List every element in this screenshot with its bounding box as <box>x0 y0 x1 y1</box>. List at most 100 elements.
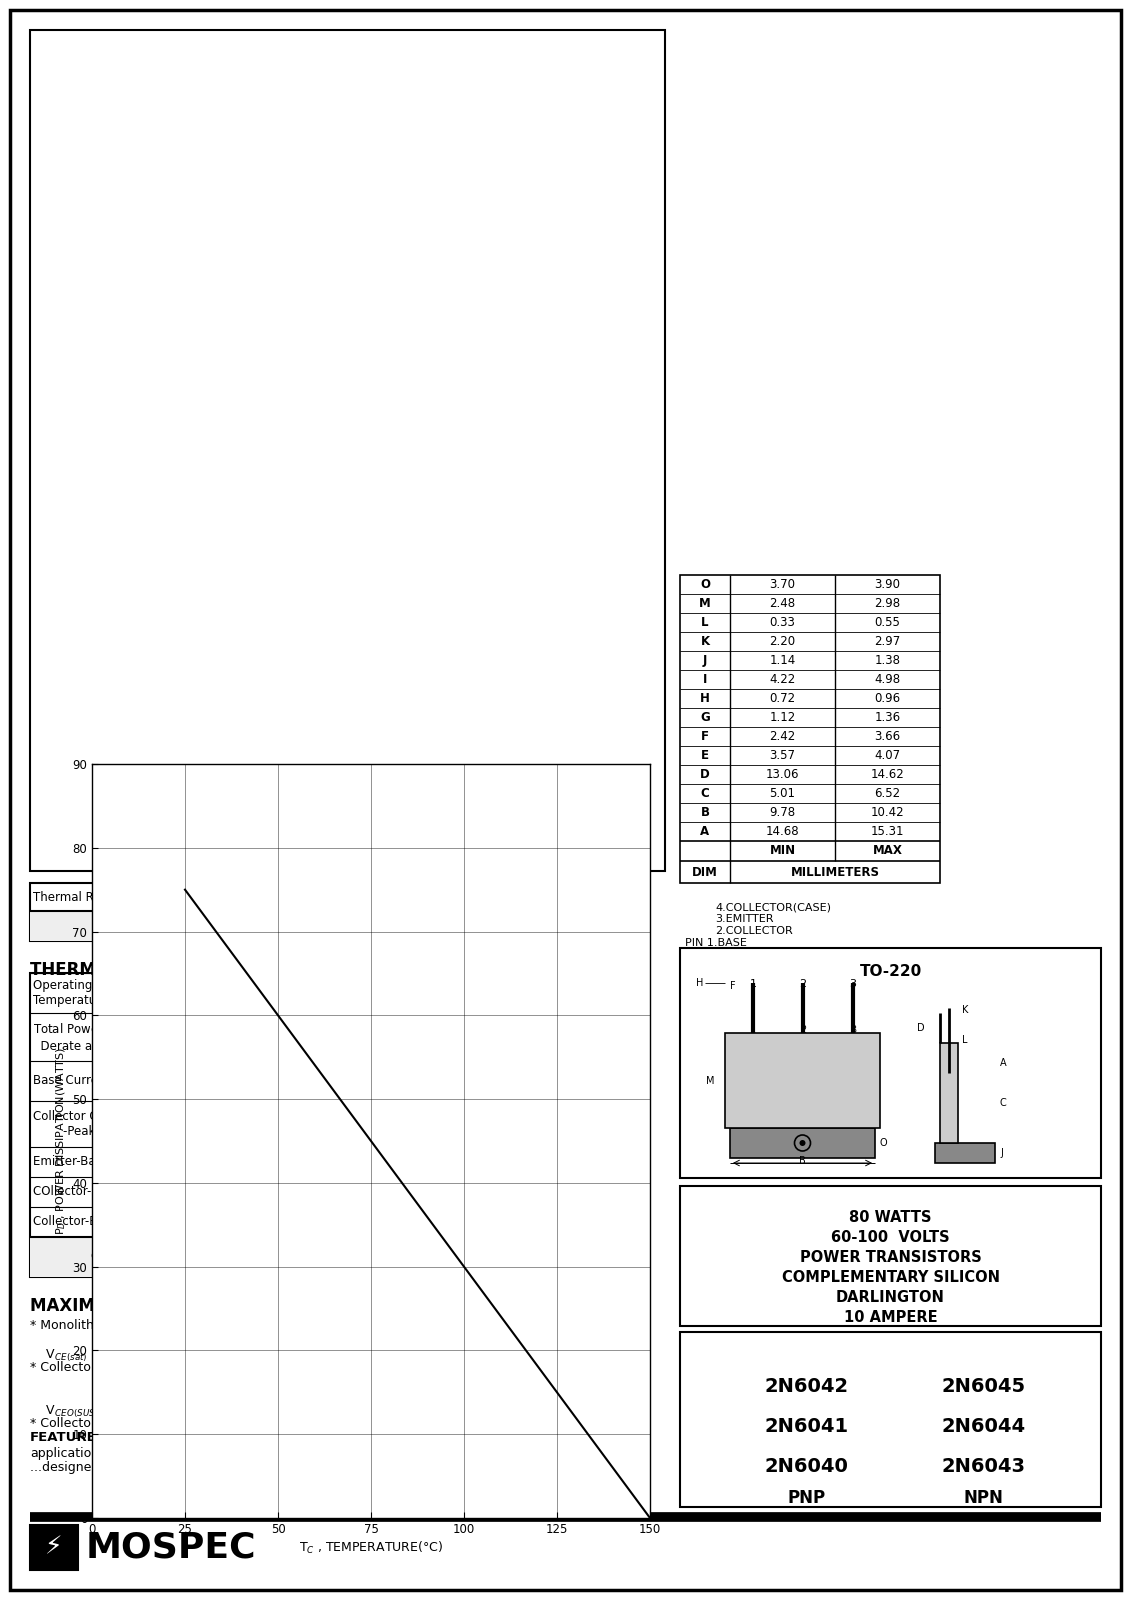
Text: 1: 1 <box>750 1026 756 1035</box>
Text: °C: °C <box>601 987 616 1000</box>
Text: V$_{CEO(SUS)}$ = 60 V (Min) - 2N6040 , 2N6043: V$_{CEO(SUS)}$ = 60 V (Min) - 2N6040 , 2… <box>31 1403 304 1421</box>
Text: 3.70: 3.70 <box>769 578 795 590</box>
Text: O: O <box>700 578 710 590</box>
Text: J: J <box>1000 1149 1003 1158</box>
Text: 2N6043: 2N6043 <box>941 1458 1025 1475</box>
Text: 9.78: 9.78 <box>769 806 795 819</box>
Text: 2N6041
2N6044: 2N6041 2N6044 <box>428 1243 481 1270</box>
Text: I$_{B}$: I$_{B}$ <box>284 1074 295 1088</box>
Text: SILICON POWER TRANSISTORS: SILICON POWER TRANSISTORS <box>170 1485 480 1502</box>
Text: V: V <box>604 1216 613 1229</box>
Text: V$_{CEO}$: V$_{CEO}$ <box>275 1214 304 1229</box>
Text: L: L <box>701 616 709 629</box>
Text: 10 AMPERE: 10 AMPERE <box>844 1310 938 1325</box>
Text: 6.52: 6.52 <box>874 787 900 800</box>
Text: K: K <box>961 1005 968 1014</box>
Text: F: F <box>701 730 709 742</box>
Text: 4.07: 4.07 <box>874 749 900 762</box>
Text: DIM: DIM <box>692 866 718 878</box>
Text: 5.0: 5.0 <box>444 1155 464 1168</box>
Text: 80: 80 <box>446 1216 461 1229</box>
Text: = 100 V (Min) - 2N6042 , 2N6045: = 100 V (Min) - 2N6042 , 2N6045 <box>31 1374 303 1387</box>
Text: - 65 to +150: - 65 to +150 <box>414 987 494 1000</box>
Text: K: K <box>700 635 709 648</box>
Y-axis label: P$_D$ , POWER DISSIPATION(WATTS): P$_D$ , POWER DISSIPATION(WATTS) <box>54 1046 68 1235</box>
Text: 1.14: 1.14 <box>769 654 795 667</box>
Text: 0.55: 0.55 <box>874 616 900 629</box>
Text: 2N6045: 2N6045 <box>941 1378 1025 1395</box>
Text: G: G <box>700 710 710 723</box>
Text: Unit: Unit <box>584 920 612 933</box>
Bar <box>31 973 640 1277</box>
Text: V: V <box>604 1186 613 1198</box>
Text: W
W/°C: W W/°C <box>593 1022 624 1051</box>
Text: Characteristic: Characteristic <box>121 920 219 933</box>
Text: V$_{EBO}$: V$_{EBO}$ <box>275 1155 304 1170</box>
Text: 100: 100 <box>524 1186 547 1198</box>
Text: 2N6041: 2N6041 <box>765 1418 848 1437</box>
Text: T$_{J}$,T$_{STG}$: T$_{J}$,T$_{STG}$ <box>269 984 310 1002</box>
Text: 2.97: 2.97 <box>874 635 900 648</box>
Bar <box>31 910 640 941</box>
Text: 2N6042: 2N6042 <box>765 1378 848 1395</box>
Text: 3.66: 3.66 <box>874 730 900 742</box>
Text: B: B <box>700 806 709 819</box>
Text: D: D <box>700 768 710 781</box>
Text: 3: 3 <box>849 1026 856 1035</box>
Text: E: E <box>701 749 709 762</box>
Text: Symbol: Symbol <box>264 1251 316 1264</box>
Text: PIN 1.BASE: PIN 1.BASE <box>685 938 746 947</box>
Text: 1: 1 <box>750 979 757 989</box>
Text: Base Current: Base Current <box>33 1075 110 1088</box>
Text: DARLINGTON: DARLINGTON <box>836 1290 944 1306</box>
Text: 4.22: 4.22 <box>769 674 795 686</box>
Text: 8.0
16: 8.0 16 <box>444 1110 464 1138</box>
Text: 1.12: 1.12 <box>769 710 795 723</box>
Text: Rθjc: Rθjc <box>342 891 369 904</box>
Text: MAXIMUM RATINGS: MAXIMUM RATINGS <box>31 1298 213 1315</box>
Bar <box>725 1034 880 1128</box>
Text: A: A <box>700 826 709 838</box>
Text: H: H <box>700 691 710 706</box>
Text: D: D <box>917 1022 925 1034</box>
Text: V$_{CBO}$: V$_{CBO}$ <box>275 1184 304 1200</box>
Text: Unit: Unit <box>594 1251 623 1264</box>
Text: = 2.0 V (Max.) @ I$_{C}$ = 4.0 A -2N6042, 2N6045: = 2.0 V (Max.) @ I$_{C}$ = 4.0 A -2N6042… <box>31 1333 381 1349</box>
Text: P$_{D}$: P$_{D}$ <box>282 1029 297 1045</box>
Text: 15.31: 15.31 <box>871 826 905 838</box>
Text: * Monolithic Construction with Built-in Base-Emitter Shunt Resistor: * Monolithic Construction with Built-in … <box>31 1318 447 1331</box>
Bar <box>31 1237 640 1277</box>
Text: F: F <box>729 981 735 990</box>
Text: mA: mA <box>598 1075 619 1088</box>
Text: L: L <box>962 1035 968 1045</box>
Text: 1.36: 1.36 <box>874 710 900 723</box>
Text: H: H <box>696 978 703 987</box>
Text: 3.57: 3.57 <box>769 749 795 762</box>
Text: Thermal Resistance Junction to Case: Thermal Resistance Junction to Case <box>33 891 249 904</box>
Text: 0.33: 0.33 <box>769 616 795 629</box>
Text: 60: 60 <box>364 1216 380 1229</box>
Text: * Collector-Emitter Saturation Voltage: * Collector-Emitter Saturation Voltage <box>31 1362 266 1374</box>
Text: 0.96: 0.96 <box>874 691 900 706</box>
Bar <box>729 1128 875 1158</box>
Text: Emitter-Base Voltage: Emitter-Base Voltage <box>33 1155 157 1168</box>
Text: B: B <box>800 1155 806 1166</box>
Text: 1.67: 1.67 <box>464 891 491 904</box>
Text: 60-100  VOLTS: 60-100 VOLTS <box>831 1230 950 1245</box>
Text: C: C <box>1000 1098 1007 1107</box>
Text: I$_{C}$
I$_{CM}$: I$_{C}$ I$_{CM}$ <box>279 1107 299 1141</box>
Text: MIN: MIN <box>769 845 795 858</box>
Text: 2.42: 2.42 <box>769 730 795 742</box>
Text: 3: 3 <box>849 979 856 989</box>
Text: = 80 V (Min) - 2N6041 , 2N6044: = 80 V (Min) - 2N6041 , 2N6044 <box>31 1389 295 1402</box>
Bar <box>31 30 665 870</box>
Text: MOSPEC: MOSPEC <box>86 1531 257 1565</box>
Text: 80 WATTS: 80 WATTS <box>849 1210 932 1226</box>
Bar <box>680 574 940 883</box>
Text: 2N6040: 2N6040 <box>765 1458 848 1475</box>
Text: PNP: PNP <box>787 1490 826 1507</box>
Text: Symbol: Symbol <box>329 920 381 933</box>
Text: Characteristic: Characteristic <box>90 1251 188 1264</box>
Text: 2N6044: 2N6044 <box>941 1418 1025 1437</box>
Text: °C/W: °C/W <box>581 891 613 904</box>
